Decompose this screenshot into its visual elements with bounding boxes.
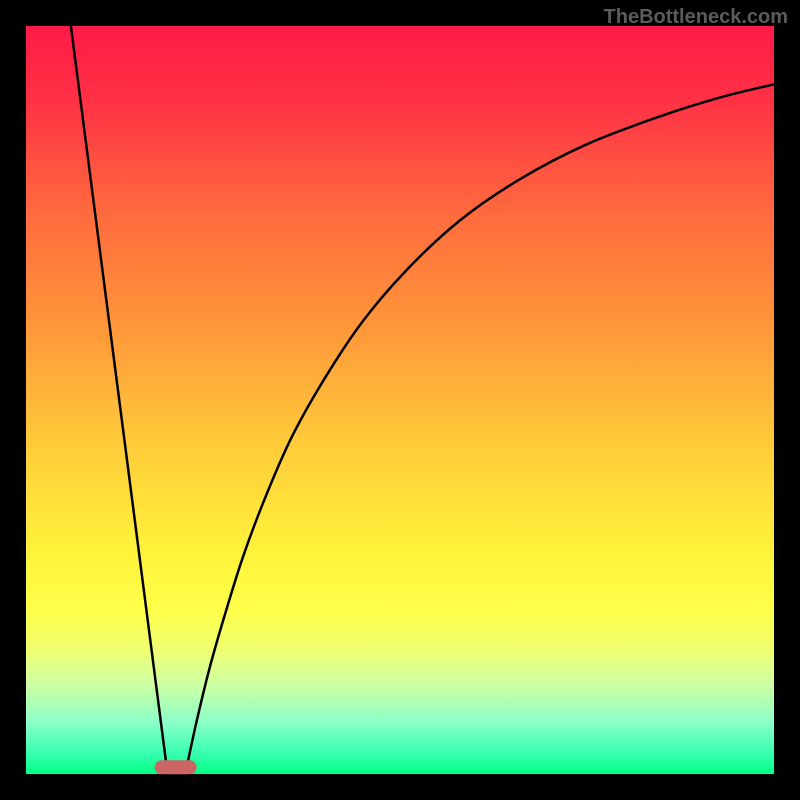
plot-background xyxy=(26,26,774,774)
optimal-marker xyxy=(155,760,197,774)
chart-container: TheBottleneck.com xyxy=(0,0,800,800)
watermark: TheBottleneck.com xyxy=(604,6,788,29)
bottleneck-chart xyxy=(0,0,800,800)
